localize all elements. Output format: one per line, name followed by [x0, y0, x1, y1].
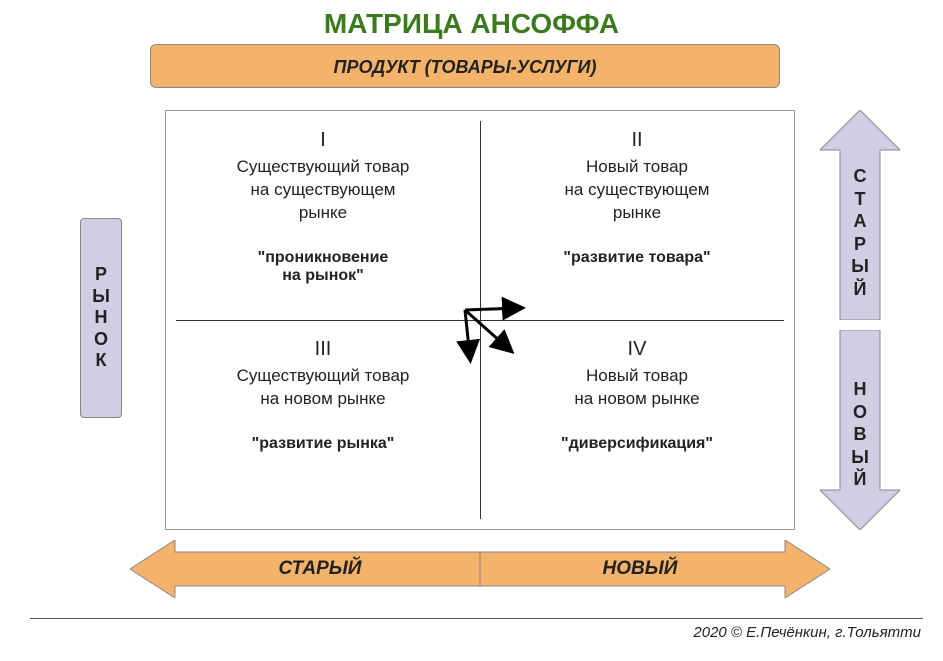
bottom-arrow-new: НОВЫЙ: [480, 540, 830, 598]
axis-left-char: Р: [95, 264, 107, 286]
matrix-cell-4: IV Новый товар на новом рынке "диверсифи…: [480, 320, 794, 529]
cell-roman: III: [186, 338, 460, 361]
cell-roman: I: [186, 129, 460, 152]
cell-strategy: "диверсификация": [500, 435, 774, 453]
footer-divider: [30, 618, 923, 619]
axis-left-char: Н: [95, 307, 108, 329]
right-arrow-old: С Т А Р Ы Й: [820, 110, 900, 320]
cell-roman: II: [500, 129, 774, 152]
right-arrow-char: О: [820, 401, 900, 424]
axis-left-char: К: [96, 350, 107, 372]
matrix-cell-3: III Существующий товар на новом рынке "р…: [166, 320, 480, 529]
diagram-title: МАТРИЦА АНСОФФА: [0, 0, 943, 40]
right-arrow-char: Т: [820, 188, 900, 211]
footer-credit: 2020 © Е.Печёнкин, г.Тольятти: [693, 624, 921, 641]
right-arrow-new: Н О В Ы Й: [820, 330, 900, 530]
bottom-arrow-old: СТАРЫЙ: [130, 540, 480, 598]
right-arrow-char: Й: [820, 278, 900, 301]
matrix-cell-1: I Существующий товар на существующем рын…: [166, 111, 480, 320]
right-arrow-char: С: [820, 165, 900, 188]
axis-top-product: ПРОДУКТ (ТОВАРЫ-УСЛУГИ): [150, 44, 780, 88]
bottom-arrow-label: НОВЫЙ: [480, 558, 830, 580]
right-arrow-char: Ы: [820, 255, 900, 278]
right-arrow-char: Й: [820, 468, 900, 491]
cell-description: Новый товар на существующем рынке: [500, 156, 774, 225]
axis-left-char: Ы: [92, 286, 110, 308]
axis-left-char: О: [94, 329, 108, 351]
axis-left-market: Р Ы Н О К: [80, 218, 122, 418]
cell-description: Существующий товар на существующем рынке: [186, 156, 460, 225]
cell-description: Новый товар на новом рынке: [500, 365, 774, 411]
ansoff-matrix: I Существующий товар на существующем рын…: [165, 110, 795, 530]
cell-strategy: "развитие товара": [500, 249, 774, 267]
cell-strategy: "развитие рынка": [186, 435, 460, 453]
right-arrow-char: Ы: [820, 446, 900, 469]
right-arrow-char: Н: [820, 378, 900, 401]
right-arrow-char: Р: [820, 233, 900, 256]
cell-strategy: "проникновение на рынок": [186, 249, 460, 285]
bottom-arrow-label: СТАРЫЙ: [130, 558, 480, 580]
matrix-cell-2: II Новый товар на существующем рынке "ра…: [480, 111, 794, 320]
right-arrow-char: А: [820, 210, 900, 233]
cell-roman: IV: [500, 338, 774, 361]
cell-description: Существующий товар на новом рынке: [186, 365, 460, 411]
right-arrow-char: В: [820, 423, 900, 446]
